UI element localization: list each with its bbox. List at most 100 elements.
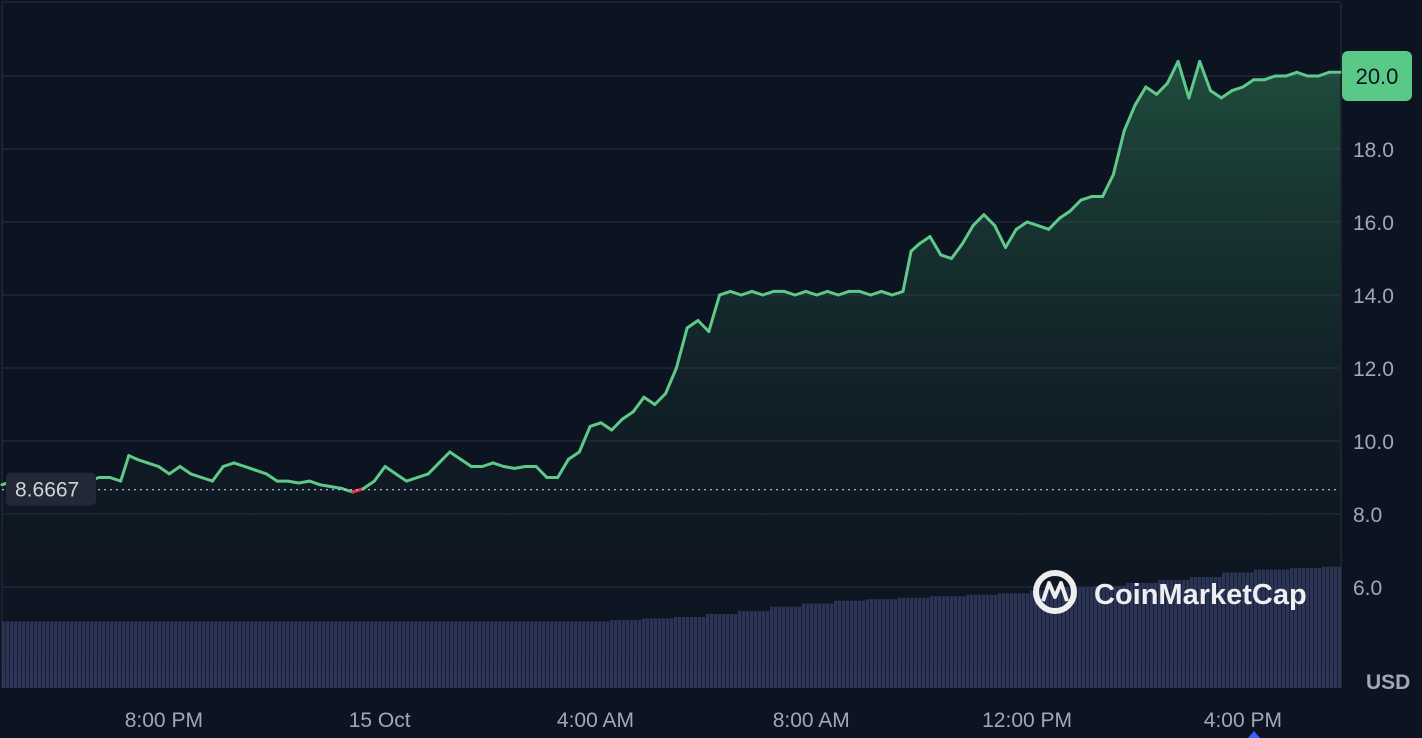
price-line-segment xyxy=(1014,220,1029,231)
price-line-segment xyxy=(1101,173,1115,198)
price-line-segment xyxy=(1079,195,1094,202)
price-line-segment xyxy=(437,450,452,465)
price-line-segment xyxy=(415,472,430,479)
price-line-segment xyxy=(308,479,322,487)
price-line-segment xyxy=(718,289,732,297)
reference-line: 8.6667 xyxy=(2,472,1340,506)
price-line-segment xyxy=(1047,216,1061,231)
price-area xyxy=(2,61,1340,688)
price-line-segment xyxy=(674,326,689,370)
price-line-segment xyxy=(707,293,722,333)
currency-unit-label: USD xyxy=(1366,671,1410,694)
price-line-segment xyxy=(491,461,506,468)
x-tick-label: 15 Oct xyxy=(349,709,411,732)
price-line-segment xyxy=(264,472,279,483)
price-line-segment xyxy=(620,410,635,421)
price-line-segment xyxy=(405,476,419,483)
price-line-segment xyxy=(513,465,527,470)
y-tick-label: 16.0 xyxy=(1353,212,1394,235)
price-line-segment xyxy=(1284,70,1299,78)
price-line-segment xyxy=(340,487,355,494)
price-line-segment xyxy=(928,235,943,257)
price-line-segment xyxy=(1209,89,1223,100)
price-line-segment xyxy=(189,472,204,479)
price-line-segment xyxy=(696,319,711,333)
price-line-segment xyxy=(351,487,365,494)
price-line-segment xyxy=(1187,59,1202,100)
price-line-segment xyxy=(1133,85,1148,107)
price-line-segment xyxy=(1316,70,1331,78)
y-tick-label: 6.0 xyxy=(1353,577,1382,600)
price-line-segment xyxy=(372,465,387,483)
price-line-segment xyxy=(901,249,913,293)
price-line-segment xyxy=(939,253,953,260)
price-line-segment xyxy=(178,465,193,476)
price-line-segment xyxy=(534,465,549,479)
price-line-segment xyxy=(653,392,668,406)
coinmarketcap-logo-icon xyxy=(1033,570,1077,614)
price-line-segment xyxy=(297,479,311,485)
x-tick-label: 8:00 PM xyxy=(125,709,203,732)
price-line-segment xyxy=(426,461,441,476)
price-line-segment xyxy=(1263,74,1277,82)
price-line-segment xyxy=(556,457,570,479)
price-line-segment xyxy=(631,395,646,414)
price-line-segment xyxy=(459,457,473,468)
price-line-segment xyxy=(664,366,678,395)
price-line-segment xyxy=(782,289,797,297)
price-line-segment xyxy=(1241,78,1256,89)
price-line-segment xyxy=(567,450,581,461)
price-line-segment xyxy=(1144,85,1159,96)
price-line-segment xyxy=(869,289,883,297)
price-line-segment xyxy=(793,289,808,297)
price-line-segment xyxy=(232,461,247,468)
price-line-segment xyxy=(119,454,131,483)
price-line-segment xyxy=(1068,198,1083,213)
price-line-segment xyxy=(1155,81,1169,96)
price-line-segment xyxy=(685,319,700,330)
price-line-segment xyxy=(480,461,495,468)
x-axis: 8:00 PM 15 Oct 4:00 AM 8:00 AM 12:00 PM 4:00 … xyxy=(125,709,1282,738)
price-line-segment xyxy=(1165,59,1180,85)
current-price-label: 20.0 xyxy=(1356,64,1399,89)
price-line-segment xyxy=(815,289,829,297)
price-line-segment xyxy=(993,224,1007,249)
price-line-segment xyxy=(1058,209,1072,220)
watermark: CoinMarketCap xyxy=(1033,570,1307,614)
x-tick-label: 12:00 PM xyxy=(982,709,1072,732)
price-line-segment xyxy=(1176,59,1191,100)
price-line-segment xyxy=(1219,89,1234,100)
price-line-segment xyxy=(960,224,975,246)
price-line-segment xyxy=(394,472,409,483)
price-line-segment xyxy=(1230,85,1245,93)
price-line-segment xyxy=(167,465,182,476)
price-line-segment xyxy=(1198,59,1212,93)
price-line-segment xyxy=(135,457,150,465)
x-tick-label: 4:00 AM xyxy=(557,709,634,732)
price-line-segment xyxy=(909,242,921,253)
price-line-segment xyxy=(1004,227,1018,249)
price-line-segment xyxy=(362,479,376,490)
price-line-segment xyxy=(588,421,603,428)
price-line-segment xyxy=(502,465,516,470)
price-line-segment xyxy=(804,289,819,297)
price-line-segment xyxy=(1122,103,1137,133)
price-line-segment xyxy=(1025,220,1040,228)
price-line-segment xyxy=(108,476,123,483)
price-line-segment xyxy=(642,395,657,406)
price-line-segment xyxy=(318,483,333,489)
current-price-tag xyxy=(1342,51,1412,101)
price-line-segment xyxy=(890,289,905,297)
price-line xyxy=(0,59,1342,494)
price-line-segment xyxy=(610,417,624,432)
price-line-segment xyxy=(858,289,873,297)
watermark-text: CoinMarketCap xyxy=(1094,579,1307,611)
reference-price-tag xyxy=(6,472,96,506)
price-line-segment xyxy=(329,485,344,490)
price-line-segment xyxy=(917,235,932,246)
price-line-segment xyxy=(157,465,171,476)
price-line-segment xyxy=(750,289,765,297)
